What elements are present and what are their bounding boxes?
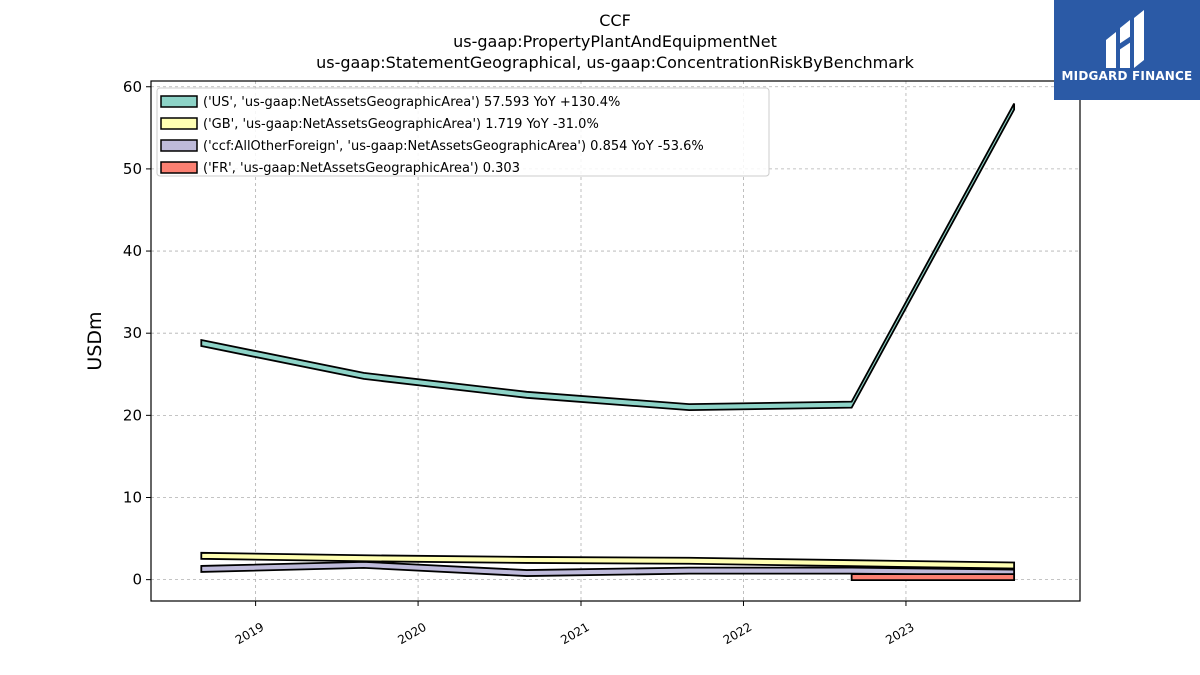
grid [151,81,1080,601]
x-tick-label: 2020 [395,620,428,647]
plot-frame [150,80,1081,602]
legend-swatch [160,139,198,152]
legend-entry-label: ('US', 'us-gaap:NetAssetsGeographicArea'… [203,95,620,110]
brand-logo: MIDGARD FINANCE [1054,0,1200,100]
x-tick-label: 2022 [721,620,754,647]
logo-mark-icon [1106,10,1144,68]
legend-entry-label: ('GB', 'us-gaap:NetAssetsGeographicArea'… [203,117,599,132]
y-tick-label: 20 [123,406,142,424]
x-tick-label: 2021 [558,620,591,647]
legend-entry-label: ('ccf:AllOtherForeign', 'us-gaap:NetAsse… [203,139,704,154]
x-tick-label: 2023 [883,620,916,647]
legend: ('US', 'us-gaap:NetAssetsGeographicArea'… [156,87,770,177]
chart-title-line: us-gaap:StatementGeographical, us-gaap:C… [316,53,915,72]
legend-box [156,87,770,177]
y-tick-label: 10 [123,488,142,506]
y-tick-label: 60 [123,78,142,96]
chart-title-line: us-gaap:PropertyPlantAndEquipmentNet [453,32,777,51]
y-tick-label: 40 [123,242,142,260]
legend-swatch [160,161,198,174]
y-tick-label: 0 [132,571,142,589]
y-tick-label: 50 [123,160,142,178]
legend-entry-label: ('FR', 'us-gaap:NetAssetsGeographicArea'… [203,161,520,176]
series-layer [200,103,1016,582]
y-axis-label: USDm [84,311,106,370]
x-axis-ticks: 2019 2020 2021 2022 2023 [233,601,917,647]
series-ribbon [200,103,1016,412]
x-tick-label: 2019 [233,620,266,647]
chart-title-line: CCF [599,11,631,30]
legend-swatch [160,95,198,108]
y-tick-label: 30 [123,324,142,342]
chart-title: CCF us-gaap:PropertyPlantAndEquipmentNet u… [316,11,915,72]
logo-text: MIDGARD FINANCE [1061,69,1193,83]
y-axis-ticks: 0 10 20 30 40 50 60 [123,78,151,589]
series-ribbon [850,573,1016,582]
legend-swatch [160,117,198,130]
